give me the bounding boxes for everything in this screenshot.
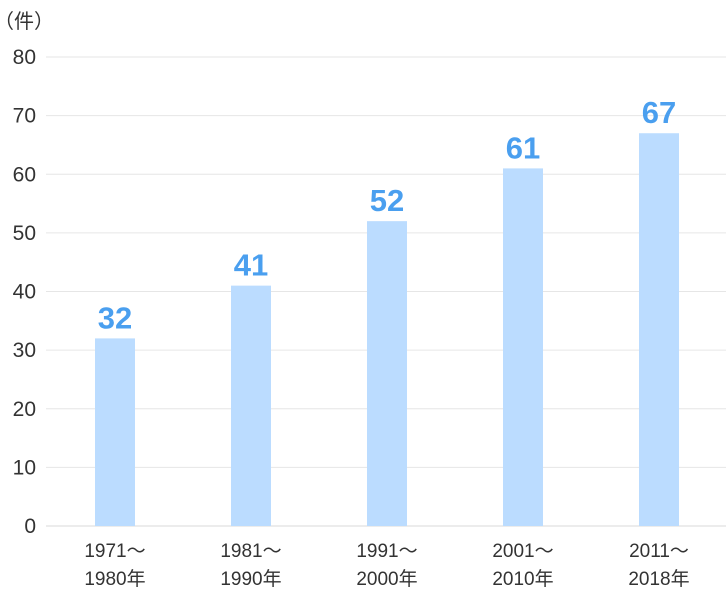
y-tick-label: 70 — [13, 105, 36, 128]
bar — [231, 285, 271, 526]
x-tick-label: 1971～ — [84, 541, 145, 562]
data-label: 52 — [370, 183, 404, 218]
bar — [95, 338, 135, 526]
x-tick-label: 2010年 — [492, 568, 553, 590]
bar — [639, 133, 679, 526]
data-labels: 32 41 52 61 67 — [98, 95, 676, 335]
data-label: 32 — [98, 300, 132, 335]
x-axis-ticks: 1971～ 1980年 1981～ 1990年 1991～ 2000年 2001～ 2010年… — [84, 541, 689, 590]
y-tick-label: 60 — [13, 163, 36, 186]
bar — [503, 168, 543, 526]
x-tick-label: 2000年 — [356, 568, 417, 590]
y-tick-label: 80 — [13, 46, 36, 69]
x-tick-label: 2011～ — [629, 541, 689, 562]
x-tick-label: 2018年 — [628, 568, 689, 590]
x-tick-label: 1991～ — [356, 541, 417, 562]
x-tick-label: 1980年 — [84, 568, 145, 590]
y-tick-label: 0 — [24, 515, 36, 538]
data-label: 61 — [506, 130, 540, 165]
y-tick-label: 20 — [13, 398, 36, 421]
data-label: 41 — [234, 248, 268, 283]
y-tick-label: 50 — [13, 222, 36, 245]
x-tick-label: 2001～ — [492, 541, 553, 562]
y-axis-unit-label: （件） — [0, 10, 54, 33]
y-axis-ticks: 0 10 20 30 40 50 60 70 80 — [13, 46, 36, 538]
bar — [367, 221, 407, 526]
y-tick-label: 40 — [13, 281, 36, 304]
bars — [95, 133, 679, 526]
x-tick-label: 1981～ — [220, 541, 281, 562]
data-label: 67 — [642, 95, 676, 130]
x-tick-label: 1990年 — [220, 568, 281, 590]
y-tick-label: 30 — [13, 339, 36, 362]
y-tick-label: 10 — [13, 456, 36, 479]
